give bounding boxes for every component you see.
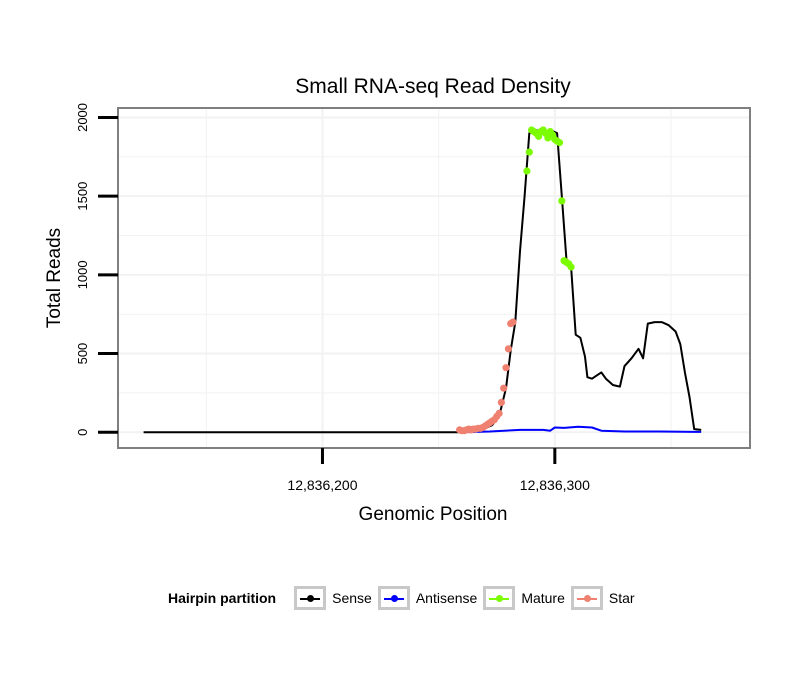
- x-axis-label: Genomic Position: [359, 504, 508, 525]
- point-mature: [523, 167, 531, 175]
- legend-dot-antisense: [390, 595, 398, 602]
- point-star: [500, 384, 508, 392]
- y-axis: 0 500 1000 1500 2000: [75, 103, 118, 436]
- legend-key-antisense: [377, 586, 410, 610]
- y-tick-label: 0: [75, 429, 90, 436]
- y-axis-label: Total Reads: [44, 228, 65, 328]
- legend-dot-star: [583, 595, 591, 602]
- legend-item-mature[interactable]: Mature: [483, 586, 565, 610]
- x-tick-label: 12,836,200: [287, 477, 357, 493]
- point-mature: [555, 139, 564, 147]
- legend-key-star: [570, 586, 603, 610]
- legend-label-star: Star: [608, 590, 635, 606]
- legend-item-star[interactable]: Star: [570, 586, 635, 610]
- point-mature: [525, 148, 533, 156]
- legend-dot-mature: [496, 595, 504, 602]
- point-star: [504, 345, 512, 353]
- legend-label-mature: Mature: [521, 590, 565, 606]
- series-lines: [143, 129, 702, 434]
- legend-label-antisense: Antisense: [415, 590, 478, 606]
- series-line-antisense: [461, 425, 702, 434]
- y-tick-label: 1000: [75, 260, 90, 289]
- point-star: [495, 409, 503, 417]
- point-star: [497, 398, 505, 406]
- x-tick-label: 12,836,300: [520, 477, 590, 493]
- point-star: [509, 318, 517, 326]
- legend-dot-sense: [307, 595, 315, 602]
- point-mature: [567, 263, 575, 271]
- series-points: [456, 126, 575, 435]
- y-tick-label: 500: [75, 343, 90, 365]
- chart-title: Small RNA-seq Read Density: [295, 75, 571, 98]
- legend-item-antisense[interactable]: Antisense: [377, 586, 478, 610]
- legend-key-sense: [294, 586, 327, 610]
- legend-label-sense: Sense: [332, 590, 372, 606]
- legend: Hairpin partition Sense Antisense Mature…: [168, 585, 641, 611]
- series-line-sense: [143, 129, 702, 434]
- legend-item-sense[interactable]: Sense: [294, 586, 372, 610]
- y-tick-label: 1500: [75, 182, 90, 211]
- legend-title: Hairpin partition: [168, 590, 277, 606]
- x-axis: 12,836,200 12,836,300: [287, 448, 590, 493]
- legend-key-mature: [483, 586, 516, 610]
- plot-panel: [117, 107, 751, 449]
- y-tick-label: 2000: [75, 103, 90, 132]
- point-mature: [558, 197, 566, 205]
- point-star: [502, 364, 510, 372]
